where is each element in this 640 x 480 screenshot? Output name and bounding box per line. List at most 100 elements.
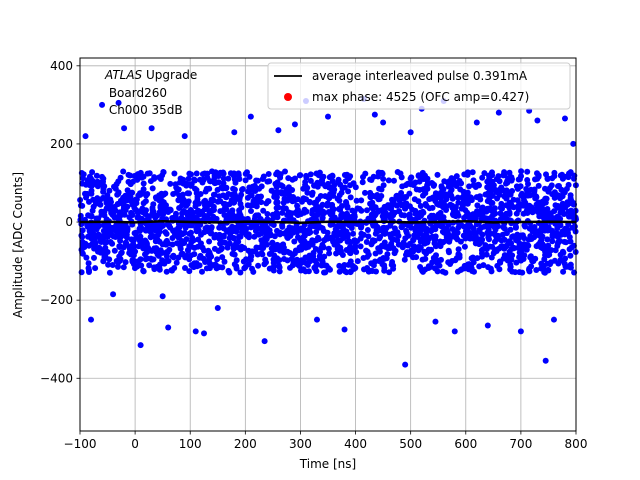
sample-point	[93, 172, 100, 179]
sample-point	[117, 212, 124, 219]
sample-point	[189, 234, 196, 241]
outlier-point	[341, 326, 348, 333]
sample-point	[464, 171, 471, 178]
sample-point	[542, 252, 549, 259]
sample-point	[319, 211, 326, 218]
sample-point	[279, 209, 286, 216]
outlier-point	[407, 129, 414, 136]
sample-point	[244, 169, 250, 176]
sample-point	[138, 262, 145, 269]
sample-point	[548, 182, 555, 189]
sample-point	[269, 239, 276, 246]
sample-point	[116, 234, 123, 241]
sample-point	[170, 254, 177, 261]
sample-point	[338, 189, 345, 196]
outlier-point	[291, 121, 298, 128]
sample-point	[169, 215, 176, 221]
sample-point	[429, 259, 436, 266]
sample-point	[159, 192, 166, 199]
sample-point	[115, 263, 121, 270]
sample-point	[568, 197, 575, 204]
outlier-point	[570, 140, 577, 147]
sample-point	[91, 254, 97, 261]
sample-point	[454, 236, 461, 243]
sample-point	[225, 175, 232, 182]
sample-point	[358, 197, 365, 204]
sample-point	[191, 251, 198, 258]
sample-point	[398, 174, 405, 181]
sample-point	[255, 262, 262, 269]
sample-point	[183, 180, 190, 187]
sample-point	[461, 243, 468, 250]
sample-point	[229, 250, 236, 257]
sample-point	[124, 187, 131, 194]
sample-point	[345, 188, 352, 195]
sample-point	[506, 169, 513, 176]
sample-point	[497, 259, 504, 266]
sample-point	[130, 252, 137, 259]
sample-point	[113, 181, 120, 188]
sample-point	[140, 186, 147, 193]
sample-point	[205, 247, 212, 254]
sample-point	[421, 235, 428, 242]
sample-point	[349, 207, 356, 214]
sample-point	[262, 256, 269, 263]
sample-point	[282, 168, 288, 175]
average-pulse-line	[79, 220, 577, 225]
sample-point	[173, 184, 180, 191]
sample-point	[265, 171, 272, 177]
sample-point	[273, 194, 280, 201]
sample-point	[294, 229, 300, 236]
sample-point	[461, 214, 468, 221]
sample-point	[192, 199, 199, 206]
sample-point	[362, 170, 369, 177]
outlier-point	[261, 338, 268, 345]
sample-point	[220, 170, 227, 177]
sample-point	[319, 241, 326, 248]
sample-point	[422, 188, 428, 195]
sample-point	[319, 215, 326, 222]
sample-point	[416, 178, 423, 185]
sample-point	[211, 245, 218, 252]
sample-point	[455, 224, 462, 231]
sample-point	[111, 247, 118, 254]
sample-point	[447, 233, 454, 240]
sample-point	[474, 202, 481, 209]
sample-point	[177, 245, 184, 252]
y-tick-label: 200	[50, 137, 73, 151]
sample-point	[335, 179, 342, 186]
sample-point	[339, 213, 346, 220]
sample-point	[364, 227, 371, 233]
sample-point	[269, 187, 276, 194]
sample-point	[186, 190, 192, 197]
sample-point	[173, 189, 180, 196]
sample-point	[258, 193, 264, 200]
sample-point	[478, 238, 485, 245]
sample-point	[538, 237, 545, 244]
sample-point	[285, 230, 292, 237]
sample-point	[310, 249, 317, 256]
sample-point	[149, 185, 156, 192]
sample-point	[189, 212, 196, 219]
sample-point	[114, 191, 121, 198]
sample-point	[350, 230, 356, 237]
sample-point	[428, 212, 435, 219]
sample-point	[182, 254, 189, 261]
sample-point	[117, 243, 124, 250]
sample-point	[571, 223, 578, 230]
sample-point	[220, 175, 227, 182]
sample-point	[539, 201, 546, 208]
sample-point	[287, 264, 293, 271]
sample-point	[528, 263, 535, 270]
sample-point	[485, 234, 492, 241]
outlier-point	[517, 328, 524, 335]
sample-point	[197, 176, 203, 183]
sample-point	[233, 263, 240, 270]
sample-point	[518, 232, 525, 239]
sample-point	[459, 202, 466, 209]
sample-point	[495, 189, 502, 196]
sample-point	[551, 194, 558, 201]
sample-point	[406, 190, 413, 197]
sample-point	[152, 238, 159, 245]
sample-point	[327, 266, 333, 273]
